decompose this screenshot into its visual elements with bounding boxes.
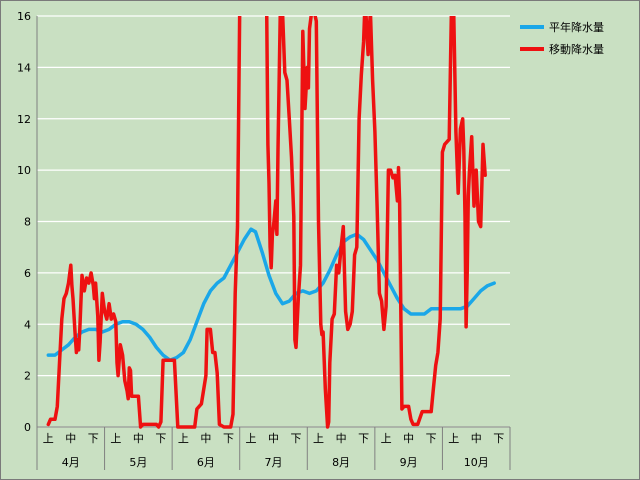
x-tick-label: 上: [178, 432, 189, 445]
x-month-label: 8月: [332, 456, 350, 469]
x-tick-label: 上: [110, 432, 121, 445]
legend-label: 平年降水量: [549, 20, 604, 34]
x-tick-label: 中: [133, 432, 144, 445]
y-tick-label: 12: [17, 113, 31, 126]
x-axis: 上中下上中下上中下上中下上中下上中下上中下4月 5月 6月 7月 8月 9月 10月: [36, 16, 511, 470]
y-tick-label: 6: [24, 267, 31, 280]
legend-label: 移動降水量: [549, 42, 604, 56]
x-tick-label: 上: [313, 432, 324, 445]
x-month-label: 7月: [265, 456, 283, 469]
x-tick-label: 下: [358, 432, 369, 445]
x-month-label: 6月: [197, 456, 215, 469]
x-tick-label: 中: [268, 432, 279, 445]
x-tick-label: 中: [471, 432, 482, 445]
x-tick-label: 下: [88, 432, 99, 445]
x-tick-label: 下: [291, 432, 302, 445]
x-month-label: 4月: [62, 456, 80, 469]
x-tick-label: 上: [448, 432, 459, 445]
y-tick-label: 4: [24, 318, 31, 331]
x-tick-label: 下: [223, 432, 234, 445]
x-tick-label: 中: [336, 432, 347, 445]
x-tick-label: 上: [43, 432, 54, 445]
x-month-label: 5月: [129, 456, 147, 469]
x-month-label: 9月: [400, 456, 418, 469]
x-tick-label: 中: [200, 432, 211, 445]
y-tick-label: 2: [24, 370, 31, 383]
y-tick-label: 16: [17, 10, 31, 23]
series-line-2: [46, 16, 487, 429]
y-tick-label: 0: [24, 421, 31, 434]
x-tick-label: 上: [245, 432, 256, 445]
x-tick-label: 下: [493, 432, 504, 445]
x-tick-label: 上: [381, 432, 392, 445]
x-tick-label: 中: [403, 432, 414, 445]
y-tick-label: 8: [24, 216, 31, 229]
y-tick-label: 14: [17, 61, 31, 74]
y-axis: 0 2 4 6 8 10 12 14 16: [17, 10, 31, 434]
x-month-label: 10月: [464, 456, 489, 469]
x-tick-label: 中: [65, 432, 76, 445]
series-line-1: [46, 227, 496, 362]
gridlines: [37, 15, 510, 428]
x-tick-label: 下: [155, 432, 166, 445]
series-lines: [46, 16, 496, 429]
y-tick-label: 10: [17, 164, 31, 177]
x-tick-label: 下: [426, 432, 437, 445]
